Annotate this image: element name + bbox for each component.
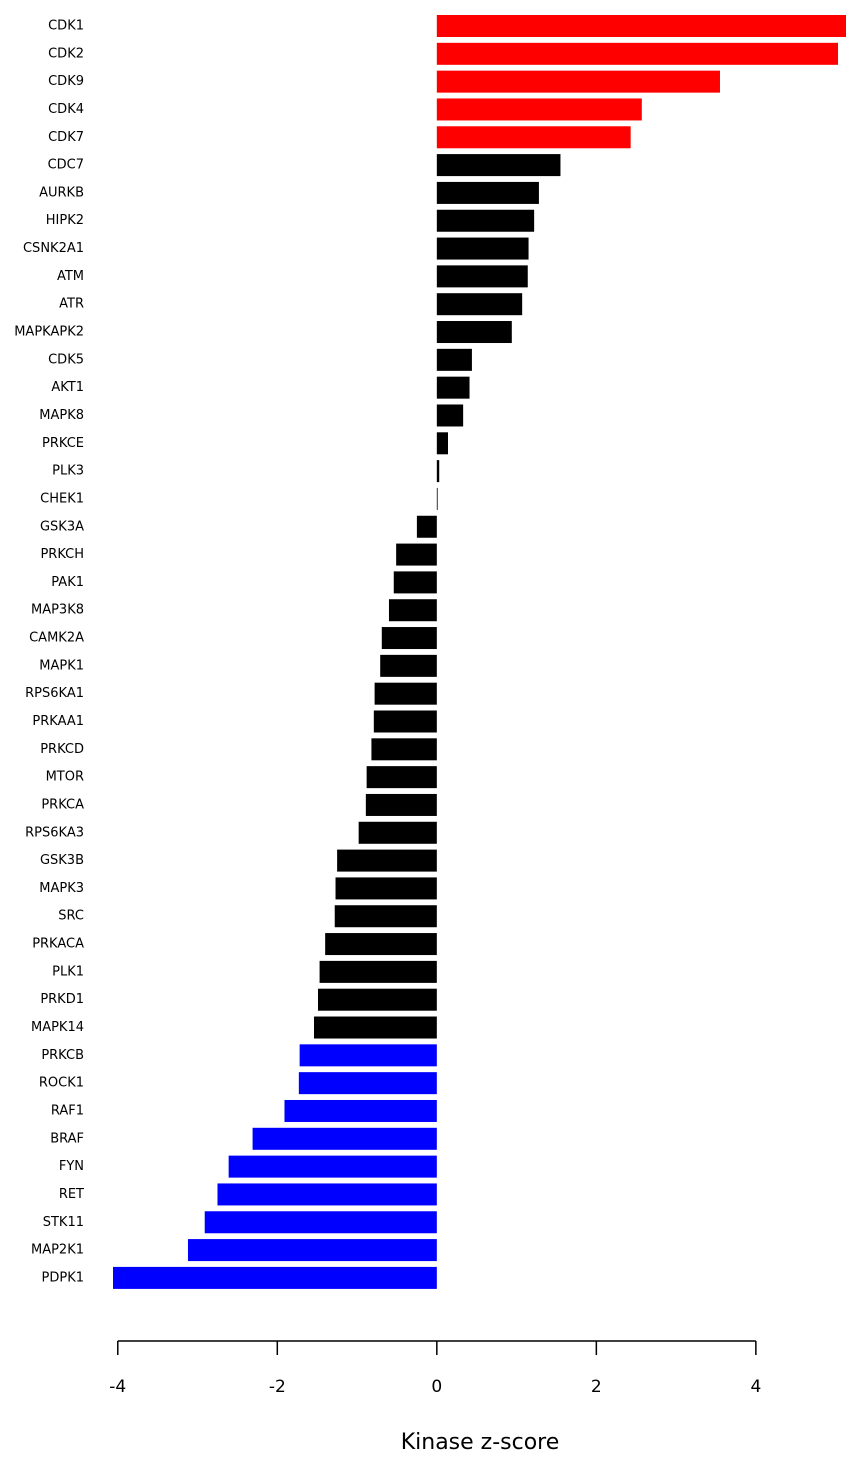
y-tick-label: CDK1 xyxy=(48,19,84,34)
y-tick-label: GSK3A xyxy=(40,519,84,534)
bar xyxy=(436,432,448,455)
bar xyxy=(436,460,440,483)
bar xyxy=(319,960,437,983)
bar xyxy=(381,627,437,650)
bar xyxy=(436,404,464,427)
bar xyxy=(380,654,437,677)
bar xyxy=(366,766,437,789)
y-tick-label: RPS6KA3 xyxy=(25,825,84,840)
bar xyxy=(436,126,631,149)
x-tick-label: -2 xyxy=(269,1377,286,1397)
y-tick-label: GSK3B xyxy=(40,853,84,868)
y-tick-label: PRKCA xyxy=(41,797,84,812)
y-tick-label: CDK7 xyxy=(48,130,84,145)
y-tick-label: PRKACA xyxy=(32,937,84,952)
y-tick-label: PRKCE xyxy=(42,436,84,451)
bar xyxy=(436,237,529,260)
y-tick-label: PRKAA1 xyxy=(32,714,84,729)
bar xyxy=(228,1155,437,1178)
y-tick-label: CAMK2A xyxy=(29,631,84,646)
bar xyxy=(334,905,437,928)
bar xyxy=(393,571,437,594)
y-tick-label: AURKB xyxy=(39,185,84,200)
bar xyxy=(313,1016,437,1039)
y-tick-label: MAPKAPK2 xyxy=(14,325,84,340)
y-tick-label: CDK2 xyxy=(48,46,84,61)
bar xyxy=(436,293,523,316)
y-tick-label: CHEK1 xyxy=(40,491,84,506)
bar xyxy=(358,821,437,844)
y-tick-label: PLK3 xyxy=(52,464,84,479)
y-tick-label: BRAF xyxy=(50,1131,84,1146)
bar xyxy=(436,98,642,121)
y-tick-label: PRKD1 xyxy=(40,992,84,1007)
bar xyxy=(299,1044,437,1067)
y-tick-label: ATR xyxy=(59,297,84,312)
y-tick-label: MTOR xyxy=(46,770,84,785)
x-axis-title: Kinase z-score xyxy=(401,1430,560,1455)
bar xyxy=(388,599,437,622)
bar xyxy=(317,988,437,1011)
bar xyxy=(436,154,561,177)
bar xyxy=(436,15,846,37)
y-tick-label: SRC xyxy=(58,909,84,924)
y-tick-label: PLK1 xyxy=(52,964,84,979)
y-tick-label: MAPK8 xyxy=(39,408,84,423)
bar xyxy=(284,1099,437,1122)
y-tick-label: PRKCH xyxy=(40,547,84,562)
y-tick-label: CDK4 xyxy=(48,102,84,117)
y-tick-label: CDK5 xyxy=(48,352,84,367)
y-tick-label: ROCK1 xyxy=(39,1076,84,1091)
bar xyxy=(436,321,512,344)
bar xyxy=(335,877,437,900)
x-tick-label: 4 xyxy=(750,1377,761,1397)
bar xyxy=(187,1239,437,1262)
y-tick-label: STK11 xyxy=(43,1215,84,1230)
y-tick-label: MAP3K8 xyxy=(31,603,84,618)
y-tick-label: CDC7 xyxy=(48,158,84,173)
y-tick-label: ATM xyxy=(57,269,84,284)
bar xyxy=(436,70,720,93)
y-tick-label: AKT1 xyxy=(51,380,84,395)
y-tick-label: FYN xyxy=(59,1159,84,1174)
bar xyxy=(436,181,539,204)
bar xyxy=(371,738,437,761)
bar xyxy=(113,1266,437,1289)
bar xyxy=(396,543,437,566)
bar xyxy=(337,849,437,872)
bar xyxy=(298,1072,437,1095)
x-tick-label: -4 xyxy=(109,1377,126,1397)
bar xyxy=(436,265,528,288)
y-tick-label: RAF1 xyxy=(51,1103,84,1118)
y-tick-label: PAK1 xyxy=(51,575,84,590)
bar xyxy=(436,209,535,232)
bar xyxy=(436,348,472,371)
y-tick-label: CDK9 xyxy=(48,74,84,89)
y-tick-label: CSNK2A1 xyxy=(23,241,84,256)
bar xyxy=(416,515,437,538)
y-tick-label: MAPK1 xyxy=(39,658,84,673)
bar xyxy=(436,487,438,510)
bar xyxy=(252,1127,437,1150)
y-tick-label: PRKCB xyxy=(41,1048,84,1063)
y-tick-label: RPS6KA1 xyxy=(25,686,84,701)
y-tick-label: MAPK3 xyxy=(39,881,84,896)
bar xyxy=(374,682,437,705)
bar xyxy=(436,42,839,65)
bar xyxy=(365,793,437,816)
y-tick-label: PDPK1 xyxy=(42,1270,85,1285)
bar xyxy=(217,1183,437,1206)
bar xyxy=(325,933,437,956)
y-tick-label: HIPK2 xyxy=(46,213,84,228)
y-tick-label: MAP2K1 xyxy=(31,1243,84,1258)
bar xyxy=(436,376,470,399)
y-tick-label: RET xyxy=(59,1187,84,1202)
bar xyxy=(373,710,437,733)
x-tick-label: 2 xyxy=(591,1377,602,1397)
y-tick-label: MAPK14 xyxy=(31,1020,84,1035)
x-tick-label: 0 xyxy=(431,1377,442,1397)
bar xyxy=(204,1211,437,1234)
y-tick-label: PRKCD xyxy=(40,742,84,757)
